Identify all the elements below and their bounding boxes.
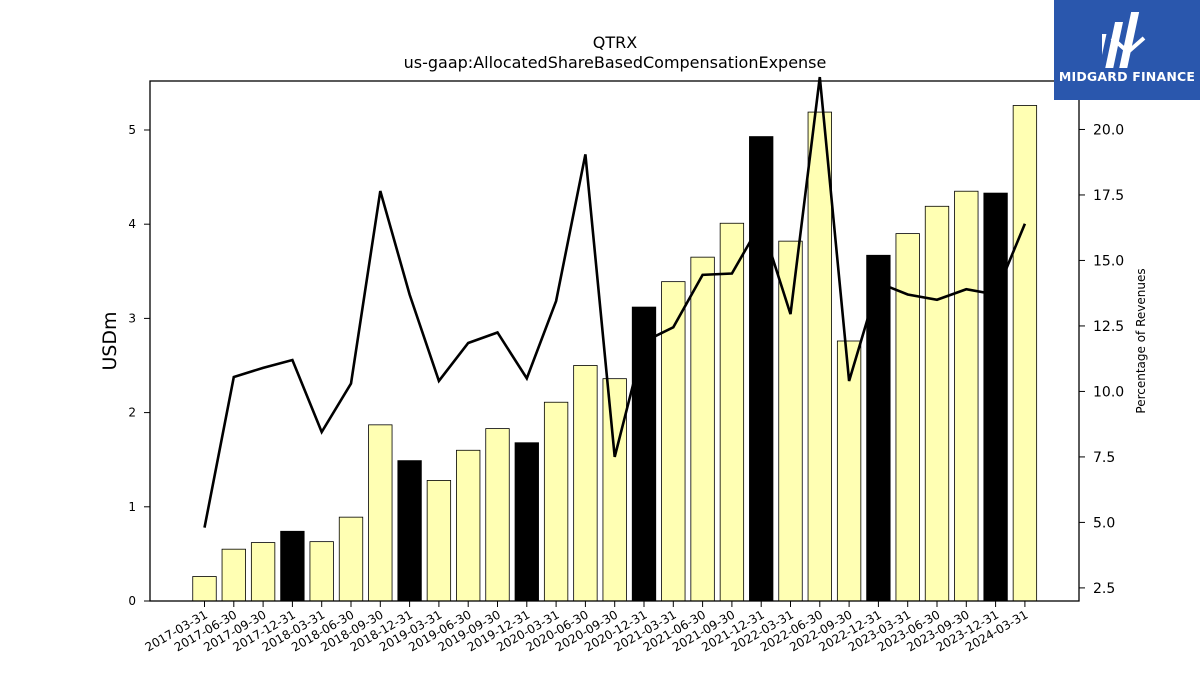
y-tick-label: 1 — [128, 500, 136, 514]
y2-tick-label: 20.0 — [1093, 122, 1124, 138]
bar-2021-09-30 — [719, 222, 745, 602]
y2-tick-label: 15.0 — [1093, 253, 1124, 269]
y-tick-label: 0 — [128, 594, 136, 608]
chart-title: QTRX — [593, 33, 637, 52]
bar-2020-12-31 — [631, 306, 657, 602]
y2-tick-label: 5.0 — [1093, 515, 1115, 531]
bar-2017-09-30 — [250, 542, 276, 602]
bar-2019-06-30 — [456, 449, 481, 602]
y2-tick-label: 10.0 — [1093, 384, 1124, 400]
y2-tick-label: 12.5 — [1093, 319, 1124, 335]
bar-2020-03-31 — [543, 401, 569, 602]
bar-2017-06-30 — [221, 548, 246, 602]
x-axis: 2017-03-312017-06-302017-09-302017-12-31… — [143, 601, 1030, 654]
chart-subtitle: us-gaap:AllocatedShareBasedCompensationE… — [404, 53, 827, 72]
bar-2018-03-31 — [309, 541, 334, 602]
bar-2022-03-31 — [778, 240, 803, 602]
y-axis-label: USDm — [99, 311, 121, 370]
bar-2021-06-30 — [690, 256, 715, 602]
brand-name: MIDGARD FINANCE — [1058, 69, 1196, 84]
bar-2019-12-31 — [514, 442, 539, 602]
y-axis-left: 0 1 2 3 4 5 — [128, 123, 150, 608]
bar-2019-09-30 — [485, 428, 510, 602]
y2-tick-label: 17.5 — [1093, 188, 1124, 204]
bar-2017-03-31 — [192, 576, 217, 602]
midgard-logo-icon — [1102, 12, 1146, 68]
y-axis-right: 2.5 5.0 7.5 10.0 12.5 15.0 17.5 20.0 — [1079, 122, 1124, 597]
bar-2020-09-30 — [602, 378, 627, 602]
percentage-line — [203, 76, 1027, 528]
y2-tick-label: 2.5 — [1093, 581, 1115, 597]
bar-2023-12-31 — [983, 192, 1008, 602]
bar-series — [192, 105, 1038, 602]
bar-2023-06-30 — [924, 205, 950, 602]
bar-2018-06-30 — [338, 516, 364, 602]
y2-tick-label: 7.5 — [1093, 450, 1115, 466]
y-tick-label: 3 — [128, 311, 136, 325]
brand-logo: MIDGARD FINANCE — [1054, 0, 1200, 100]
bar-2018-09-30 — [368, 424, 393, 602]
line-series — [203, 76, 1027, 528]
y2-axis-label: Percentage of Revenues — [1134, 268, 1148, 413]
bar-2024-03-31 — [1012, 105, 1038, 602]
bar-2018-12-31 — [397, 460, 422, 602]
y-tick-label: 5 — [128, 123, 136, 137]
bar-2023-09-30 — [954, 190, 979, 602]
bar-2021-03-31 — [661, 281, 686, 602]
y-tick-label: 4 — [128, 217, 136, 231]
y-tick-label: 2 — [128, 406, 136, 420]
bar-2019-03-31 — [426, 480, 452, 602]
bar-2023-03-31 — [895, 233, 920, 602]
bar-2021-12-31 — [749, 136, 774, 602]
bar-2022-06-30 — [807, 111, 832, 602]
bar-2020-06-30 — [573, 365, 598, 602]
bar-2017-12-31 — [280, 530, 305, 602]
